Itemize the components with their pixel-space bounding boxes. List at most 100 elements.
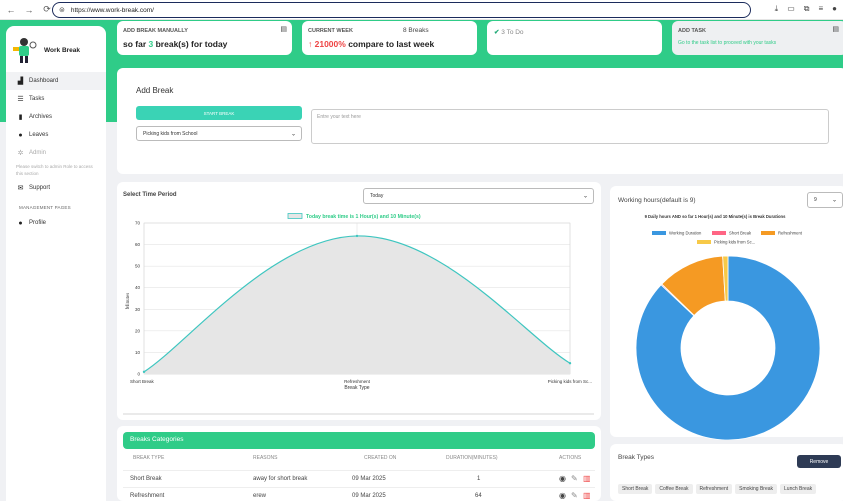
sidebar-item-label: Admin [29, 150, 47, 156]
sidebar-item-leaves[interactable]: ● Leaves [6, 126, 106, 144]
address-bar[interactable]: ⊜ https://www.work-break.com/ [52, 2, 751, 18]
archive-icon: ▮ [18, 114, 23, 121]
break-type-tag[interactable]: Refreshment [695, 484, 733, 494]
legend-swatch [761, 231, 775, 235]
break-count: 3 [148, 39, 154, 49]
check-icon: ✔ [494, 29, 500, 36]
break-reason-select[interactable]: Picking kids from School ⌄ [136, 126, 302, 141]
time-period-select[interactable]: Today ⌄ [363, 188, 594, 204]
break-count-prefix: so far [123, 39, 149, 49]
y-tick-label: 40 [135, 285, 141, 290]
legend-label: Today break time is 1 Hour(s) and 10 Min… [306, 214, 421, 220]
row-reason: erew [253, 493, 267, 499]
user-icon: ● [18, 219, 23, 227]
app-logo[interactable]: Work Break [6, 26, 106, 68]
sidebar-item-support[interactable]: ✉ Support [6, 179, 106, 197]
todo-card[interactable]: ✔ 3 To Do [487, 21, 662, 55]
add-break-card[interactable]: ADD BREAK MANUALLY ▤ so far 3 break(s) f… [117, 21, 292, 55]
break-type-tag[interactable]: Smoking Break [735, 484, 778, 494]
trend-up-icon: ↑ [308, 39, 313, 49]
break-types-title: Break Types [618, 454, 655, 461]
legend-swatch [287, 213, 303, 219]
cast-icon[interactable]: ▭ [787, 4, 795, 13]
back-icon[interactable]: ← [6, 4, 16, 15]
sidebar-item-tasks[interactable]: ☰ Tasks [6, 90, 106, 108]
view-icon[interactable]: ◉ [559, 491, 566, 500]
break-types-panel: Break Types Remove Short Break Coffee Bre… [610, 444, 843, 501]
x-tick-label: Short Break [130, 379, 155, 384]
donut-title: 9 Daily hours AND so far 1 Hour(s) and 1… [645, 214, 787, 219]
legend-label: Working Duration [669, 231, 702, 236]
download-icon[interactable]: ⤓ [774, 4, 779, 13]
sidebar-item-label: Archives [29, 114, 53, 120]
clipboard-icon[interactable]: ▤ [832, 26, 839, 33]
start-break-button[interactable]: START BREAK [136, 106, 302, 120]
week-breaks: 8 Breaks [403, 27, 429, 34]
y-axis-label: Minutes [126, 293, 131, 309]
dashboard-icon: ▟ [17, 78, 24, 85]
reload-icon[interactable]: ⟳ [43, 4, 51, 14]
row-break-type: Refreshment [130, 493, 165, 499]
table-row: Refreshment erew 09 Mar 2025 64 ◉ ✎ ▥ [123, 487, 595, 501]
column-created-on: CREATED ON [364, 455, 397, 461]
remove-button[interactable]: Remove [797, 455, 841, 468]
working-hours-panel: Working hours(default is 9) 9 ⌄ 9 Daily … [610, 186, 843, 440]
edit-icon[interactable]: ✎ [571, 474, 578, 483]
account-icon[interactable]: ● [832, 4, 837, 13]
current-week-card: CURRENT WEEK 8 Breaks ↑ 21000% compare t… [302, 21, 477, 55]
sidebar-item-label: Dashboard [29, 78, 59, 84]
legend-swatch [712, 231, 726, 235]
column-actions: ACTIONS [559, 455, 582, 461]
working-hours-label: Working hours(default is 9) [618, 197, 696, 204]
edit-icon[interactable]: ✎ [571, 491, 578, 500]
working-hours-donut-chart: 9 Daily hours AND so far 1 Hour(s) and 1… [635, 214, 821, 440]
line-area-fill [144, 235, 570, 374]
y-tick-label: 0 [137, 372, 140, 377]
add-task-subtitle: Go to the task list to proceed with your… [678, 40, 777, 46]
break-type-tags: Short Break Coffee Break Refreshment Smokin… [618, 484, 843, 494]
forward-icon[interactable]: → [24, 4, 34, 15]
sidebar-item-archives[interactable]: ▮ Archives [6, 108, 106, 126]
support-icon: ✉ [17, 185, 24, 192]
browser-toolbar: ← → ⟳ ⊜ https://www.work-break.com/ ⤓ ▭ … [0, 0, 843, 20]
break-type-tag[interactable]: Short Break [618, 484, 653, 494]
data-point [355, 234, 359, 238]
delete-icon[interactable]: ▥ [583, 474, 591, 483]
todo-text: ✔ 3 To Do [494, 28, 524, 36]
week-percent: 21000% [314, 39, 346, 49]
y-tick-label: 70 [135, 221, 141, 226]
break-type-tag[interactable]: Lunch Break [780, 484, 817, 494]
admin-note: Please switch to admin Role to access th… [16, 164, 93, 176]
categories-columns: BREAK TYPE REASONS CREATED ON DURATION(M… [123, 455, 595, 465]
time-period-value: Today [370, 193, 384, 199]
chevron-down-icon: ⌄ [582, 193, 588, 200]
sidebar-item-profile[interactable]: ● Profile [6, 214, 106, 232]
column-duration: DURATION(MINUTES) [446, 455, 498, 461]
data-point [142, 370, 146, 374]
add-task-card[interactable]: ADD TASK ▤ Go to the task list to procee… [672, 21, 843, 55]
row-duration: 1 [477, 476, 481, 482]
chevron-down-icon: ⌄ [290, 131, 296, 137]
site-info-icon[interactable]: ⊜ [59, 7, 65, 14]
row-duration: 64 [475, 493, 482, 499]
view-icon[interactable]: ◉ [559, 474, 566, 483]
donut-slice [722, 255, 729, 302]
y-tick-label: 30 [135, 307, 141, 312]
week-compare: compare to last week [345, 39, 435, 49]
card-title: ADD BREAK MANUALLY [123, 28, 188, 34]
sidebar-item-admin: ✲ Admin [6, 144, 106, 162]
delete-icon[interactable]: ▥ [583, 491, 591, 500]
extensions-icon[interactable]: ⧉ [803, 4, 810, 13]
profile-list-icon[interactable]: ≡ [818, 4, 824, 13]
donut-slice [635, 255, 821, 440]
app-name: Work Break [44, 46, 81, 54]
x-tick-label: Picking kids from Sc... [548, 379, 592, 384]
legend-label: Short Break [729, 231, 752, 236]
clipboard-icon[interactable]: ▤ [280, 26, 287, 33]
break-text-input[interactable]: Entre your text here [311, 109, 829, 144]
chevron-down-icon: ⌄ [831, 197, 837, 204]
week-compare-text: ↑ 21000% compare to last week [308, 39, 434, 49]
sidebar-item-dashboard[interactable]: ▟ Dashboard [6, 72, 106, 90]
break-type-tag[interactable]: Coffee Break [655, 484, 693, 494]
line-chart-panel: Select Time Period Today ⌄ Today break t… [117, 182, 601, 420]
